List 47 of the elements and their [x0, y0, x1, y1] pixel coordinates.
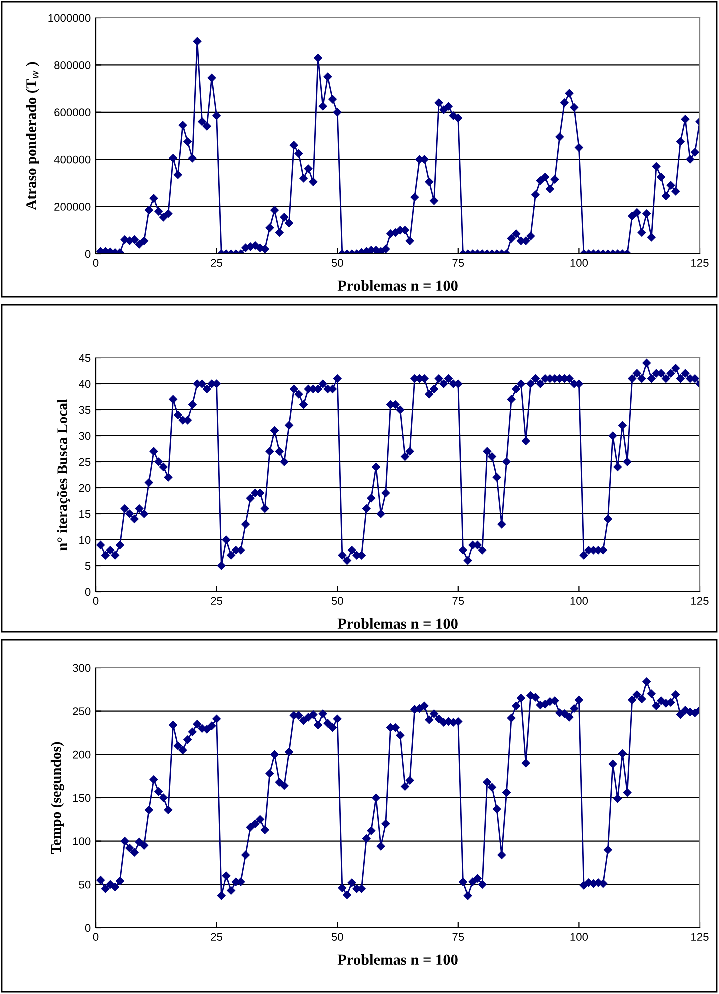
y-tick-label: 50: [79, 880, 91, 889]
y-tick-label: 10: [80, 536, 91, 544]
x-tick-label: 0: [93, 259, 99, 268]
x-tick-label: 0: [93, 597, 99, 606]
x-tick-label: 125: [692, 259, 709, 268]
y-axis-title: n° iterações Busca Local: [57, 399, 70, 551]
y-tick-label: 25: [79, 458, 91, 466]
y-tick-label: 200: [73, 750, 91, 759]
y-tick-label: 200000: [54, 203, 91, 211]
x-tick-label: 50: [332, 259, 344, 268]
x-tick-label: 125: [692, 597, 709, 606]
y-tick-label: 0: [85, 924, 91, 932]
x-tick-label: 100: [570, 597, 588, 606]
y-tick-label: 250: [73, 708, 91, 716]
y-tick-label: 40: [79, 380, 91, 388]
x-tick-label: 75: [452, 597, 464, 606]
y-tick-label: 45: [79, 354, 91, 362]
x-tick-label: 25: [211, 933, 223, 942]
y-tick-label: 0: [85, 588, 91, 596]
x-axis-title: Problemas n = 100: [338, 954, 458, 966]
y-tick-label: 400000: [54, 156, 91, 164]
x-tick-label: 125: [692, 933, 709, 942]
y-tick-label: 5: [85, 562, 91, 570]
y-tick-label: 0: [85, 250, 91, 258]
x-axis-title: Problemas n = 100: [338, 280, 458, 292]
x-tick-label: 75: [452, 259, 464, 268]
y-tick-label: 150: [73, 794, 91, 802]
x-tick-label: 25: [211, 259, 223, 268]
x-tick-label: 50: [332, 597, 344, 606]
y-tick-label: 20: [79, 484, 91, 492]
y-tick-label: 600000: [54, 108, 91, 117]
y-axis-title: Atraso ponderado (T$_{w}$ ): [26, 62, 40, 210]
x-tick-label: 100: [570, 259, 588, 268]
x-tick-label: 0: [93, 933, 99, 942]
x-tick-label: 75: [452, 933, 464, 942]
y-tick-label: 100: [73, 838, 91, 846]
y-tick-label: 15: [80, 510, 91, 518]
y-tick-label: 35: [79, 406, 91, 414]
y-tick-label: 300: [73, 664, 91, 672]
x-tick-label: 25: [211, 597, 223, 606]
y-tick-label: 30: [79, 432, 91, 440]
x-axis-title: Problemas n = 100: [338, 618, 458, 630]
x-tick-label: 50: [332, 933, 344, 942]
y-tick-label: 800000: [54, 61, 91, 70]
y-tick-label: 1000000: [48, 14, 91, 22]
x-tick-label: 100: [570, 933, 588, 942]
y-axis-title: Tempo (segundos): [50, 742, 64, 854]
